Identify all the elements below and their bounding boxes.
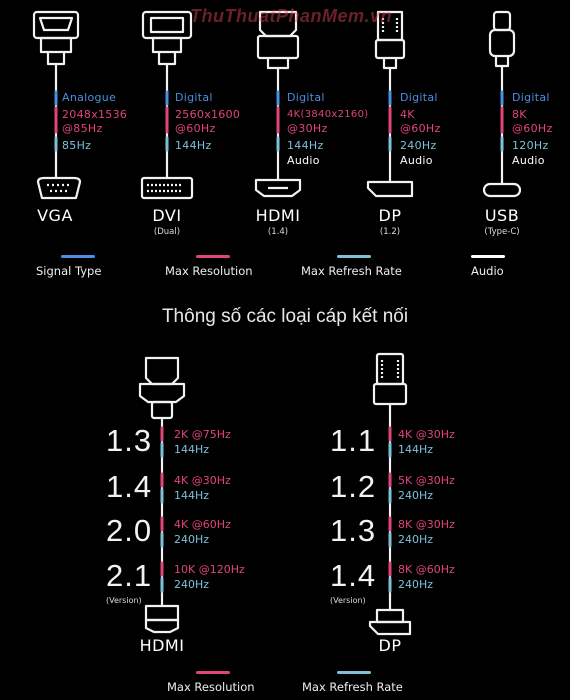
max-refresh-rate: 240Hz	[400, 139, 437, 152]
version-refresh: 240Hz	[174, 533, 210, 546]
version-refresh: 144Hz	[174, 489, 210, 502]
hdmi-connector-icon	[254, 10, 302, 198]
legend-label: Max Refresh Rate	[302, 680, 403, 694]
version-refresh: 144Hz	[174, 443, 210, 456]
legend-label: Max Resolution	[165, 264, 253, 278]
version-number: 2.0	[106, 513, 153, 548]
version-number: 1.3	[106, 423, 153, 458]
version-refresh: 240Hz	[174, 578, 210, 591]
connector-name: DP	[378, 636, 402, 655]
legend-swatch-resolution	[196, 671, 230, 674]
version-number: 1.2	[330, 469, 377, 504]
version-resolution: 2K @75Hz	[174, 428, 231, 441]
max-refresh-rate: 85Hz	[62, 139, 92, 152]
legend-swatch-refresh	[337, 255, 371, 258]
signal-type: Digital	[175, 91, 213, 104]
connector-subtitle: (Dual)	[153, 227, 181, 237]
version-resolution: 8K @30Hz	[398, 518, 455, 531]
connector-name: HDMI	[139, 636, 185, 655]
version-refresh: 144Hz	[398, 443, 434, 456]
version-number: 1.1	[330, 423, 377, 458]
legend-label: Max Refresh Rate	[301, 264, 402, 278]
version-tag: (Version)	[106, 596, 142, 605]
version-resolution: 5K @30Hz	[398, 474, 455, 487]
page-caption: Thông số các loại cáp kết nối	[161, 306, 409, 327]
max-resolution-rate: @60Hz	[400, 122, 441, 135]
version-resolution: 4K @30Hz	[398, 428, 455, 441]
max-resolution-rate: @60Hz	[512, 122, 553, 135]
version-number: 1.4	[330, 558, 377, 593]
version-resolution: 4K @60Hz	[174, 518, 231, 531]
version-number: 1.4	[106, 469, 153, 504]
version-resolution: 4K @30Hz	[174, 474, 231, 487]
version-resolution: 8K @60Hz	[398, 563, 455, 576]
connector-subtitle: (Type-C)	[484, 227, 520, 237]
legend-swatch-signal	[61, 255, 95, 258]
legend-label: Audio	[471, 264, 504, 278]
version-refresh: 240Hz	[398, 533, 434, 546]
legend-swatch-resolution	[196, 255, 230, 258]
version-tag: (Version)	[330, 596, 366, 605]
max-resolution: 4K	[400, 108, 415, 121]
legend-swatch-refresh	[337, 671, 371, 674]
max-resolution: 2048x1536	[62, 108, 128, 121]
max-resolution-rate: @85Hz	[62, 122, 103, 135]
connector-subtitle: (1.4)	[267, 227, 289, 237]
signal-type: Digital	[287, 91, 325, 104]
max-resolution: 8K	[512, 108, 527, 121]
audio-support: Audio	[287, 154, 320, 167]
connector-name: DVI	[152, 206, 182, 225]
legend-label: Max Resolution	[167, 680, 255, 694]
connector-name: DP	[378, 206, 402, 225]
max-resolution: 2560x1600	[175, 108, 241, 121]
connector-subtitle: (1.2)	[379, 227, 401, 237]
max-resolution: 4K(3840x2160)	[287, 109, 369, 120]
signal-type: Digital	[400, 91, 438, 104]
max-refresh-rate: 120Hz	[512, 139, 549, 152]
max-resolution-rate: @30Hz	[287, 122, 328, 135]
max-resolution-rate: @60Hz	[175, 122, 216, 135]
connector-name: USB	[484, 206, 520, 225]
legend-label: Signal Type	[36, 264, 102, 278]
connector-name: HDMI	[255, 206, 301, 225]
connector-name: VGA	[37, 206, 73, 225]
usb-c-connector-icon	[482, 10, 522, 198]
version-number: 2.1	[106, 558, 153, 593]
version-number: 1.3	[330, 513, 377, 548]
version-resolution: 10K @120Hz	[174, 563, 245, 576]
max-refresh-rate: 144Hz	[287, 139, 324, 152]
legend-swatch-audio	[471, 255, 505, 258]
audio-support: Audio	[400, 154, 433, 167]
audio-support: Audio	[512, 154, 545, 167]
max-refresh-rate: 144Hz	[175, 139, 212, 152]
watermark-logo: ThuThuatPhanMem.vn	[190, 6, 392, 26]
version-refresh: 240Hz	[398, 489, 434, 502]
signal-type: Analogue	[62, 91, 117, 104]
signal-type: Digital	[512, 91, 550, 104]
version-refresh: 240Hz	[398, 578, 434, 591]
